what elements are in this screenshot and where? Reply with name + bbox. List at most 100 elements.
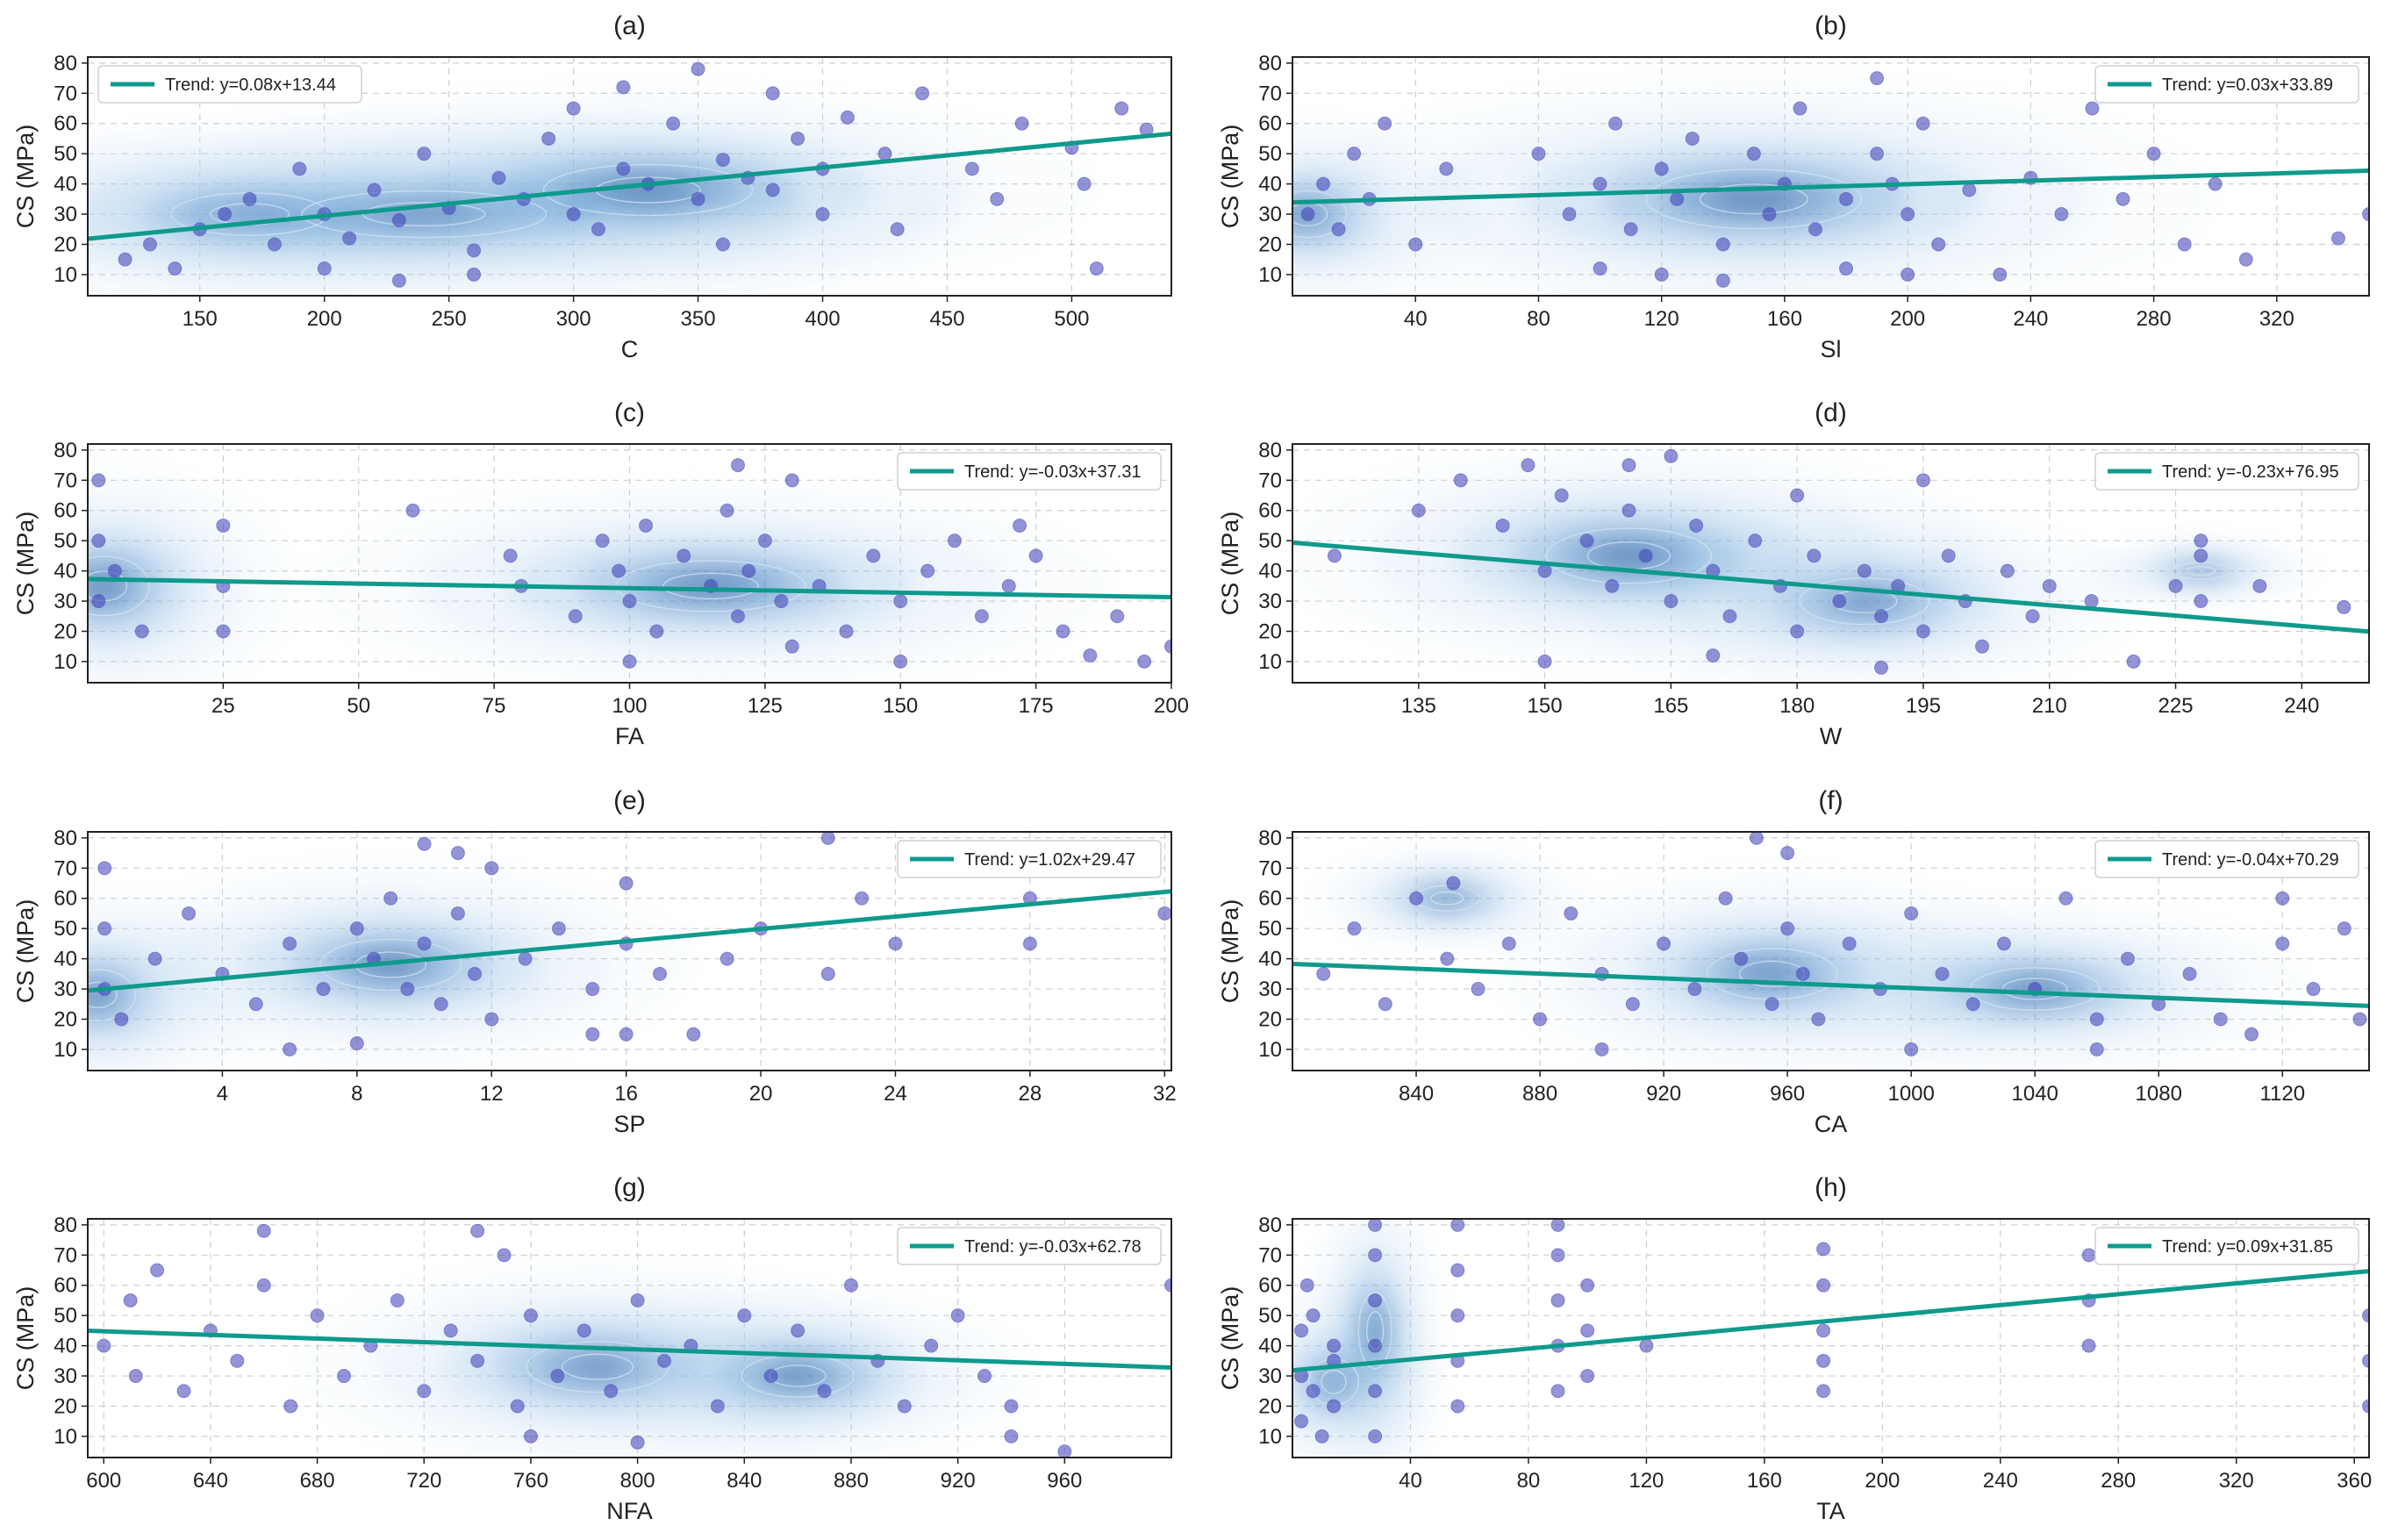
data-point (176, 1384, 191, 1399)
data-point (2025, 609, 2040, 624)
data-point (2182, 966, 2197, 981)
data-point (1077, 176, 1092, 191)
data-point (855, 891, 870, 906)
data-point (897, 1399, 912, 1414)
panel-e: (e) 4 8 12 16 20 24 28 32 10 20 30 40 50 60 70 80 SP CS (M… (12, 786, 1177, 1137)
data-point (1327, 548, 1342, 563)
panel-label: (f) (1818, 786, 1843, 815)
x-tick-label: 135 (1401, 694, 1436, 718)
data-point (817, 1384, 832, 1399)
data-point (2146, 147, 2161, 161)
data-point (2168, 578, 2183, 593)
x-tick-label: 210 (2032, 694, 2067, 718)
panel-h: (h) 40 80 120 160 200 240 280 320 360 10 20 30 40 50 60… (1217, 1173, 2372, 1524)
data-point (1965, 997, 1980, 1012)
data-point (134, 624, 149, 639)
axes-frame (1292, 1218, 2370, 1458)
contour-line (1699, 183, 1808, 215)
data-point (450, 846, 465, 861)
data-point (676, 548, 691, 563)
legend: Trend: y=-0.04x+70.29 (2094, 840, 2359, 878)
data-point (1550, 1248, 1565, 1263)
y-tick-label: 80 (1258, 439, 1282, 462)
x-tick-label: 4 (217, 1082, 228, 1106)
data-point (467, 267, 482, 282)
data-point (2177, 237, 2192, 252)
data-point (417, 1384, 432, 1399)
data-point (1378, 116, 1392, 131)
y-tick-label: 80 (54, 1214, 77, 1237)
y-tick-label: 60 (1258, 499, 1282, 523)
x-tick-label: 280 (2101, 1469, 2136, 1493)
density-layer (1292, 72, 2216, 296)
data-point (1654, 161, 1669, 176)
gridlines (1292, 1219, 2369, 1458)
data-point (1579, 534, 1594, 548)
data-point (1832, 594, 1847, 609)
data-point (1028, 548, 1043, 563)
data-point (1621, 458, 1636, 473)
data-point (820, 832, 835, 845)
data-point (405, 503, 420, 518)
data-point (1004, 1429, 1019, 1443)
data-point (1664, 594, 1679, 609)
x-tick-label: 165 (1653, 694, 1688, 718)
x-tick-label: 360 (2337, 1469, 2372, 1493)
legend-box (897, 840, 1162, 878)
y-tick-label: 50 (54, 529, 77, 553)
data-point (2213, 1012, 2228, 1027)
x-tick-label: 350 (681, 307, 716, 331)
x-tick-label: 28 (1019, 1082, 1042, 1106)
y-tick-label: 80 (54, 827, 77, 850)
data-point (2084, 594, 2099, 609)
data-point (1014, 116, 1029, 131)
data-point (1550, 1293, 1565, 1307)
density-layer (88, 459, 1118, 683)
x-axis-label: W (1820, 723, 1843, 749)
x-axis-label: FA (615, 723, 644, 749)
data-point (719, 951, 734, 966)
data-point (1593, 261, 1607, 276)
legend: Trend: y=-0.23x+76.95 (2094, 452, 2359, 491)
y-tick-label: 40 (54, 560, 77, 584)
data-point (1874, 609, 1889, 624)
data-point (719, 503, 734, 518)
data-point (890, 222, 905, 237)
density-contour (2187, 567, 2214, 575)
data-point (1164, 1278, 1171, 1293)
data-point (1057, 1444, 1072, 1458)
trend-line (88, 577, 1171, 600)
y-tick-label: 30 (1258, 203, 1282, 226)
data-point (2306, 982, 2321, 997)
y-tick-label: 80 (1258, 1214, 1282, 1237)
data-point (1746, 147, 1761, 161)
trend-line (1292, 168, 2369, 205)
data-point (1114, 101, 1129, 116)
panel-label: (e) (613, 786, 646, 815)
density-layer (88, 856, 694, 1071)
data-point (630, 1293, 645, 1307)
density-layer (1292, 444, 2328, 683)
data-point (774, 594, 789, 609)
data-point (616, 161, 631, 176)
data-point (1022, 936, 1037, 951)
x-tick-label: 800 (620, 1469, 655, 1493)
data-point (710, 1399, 725, 1414)
data-point (484, 861, 499, 876)
data-point (1931, 237, 1946, 252)
data-point (470, 1353, 485, 1368)
panel-a: (a) 150 200 250 300 350 400 450 500 10 20 30 40 50 60 7… (12, 11, 1172, 362)
data-point (1531, 147, 1546, 161)
x-tick-label: 100 (612, 694, 647, 718)
data-point (1347, 147, 1362, 161)
data-point (1316, 966, 1331, 981)
data-point (1368, 1429, 1383, 1443)
x-axis-label: NFA (606, 1498, 653, 1524)
scatter-points (1300, 71, 2369, 288)
data-point (256, 1278, 271, 1293)
data-point (843, 1278, 858, 1293)
y-tick-label: 30 (1258, 590, 1282, 613)
data-point (337, 1369, 352, 1384)
data-point (1316, 176, 1331, 191)
y-tick-label: 20 (54, 1394, 77, 1418)
